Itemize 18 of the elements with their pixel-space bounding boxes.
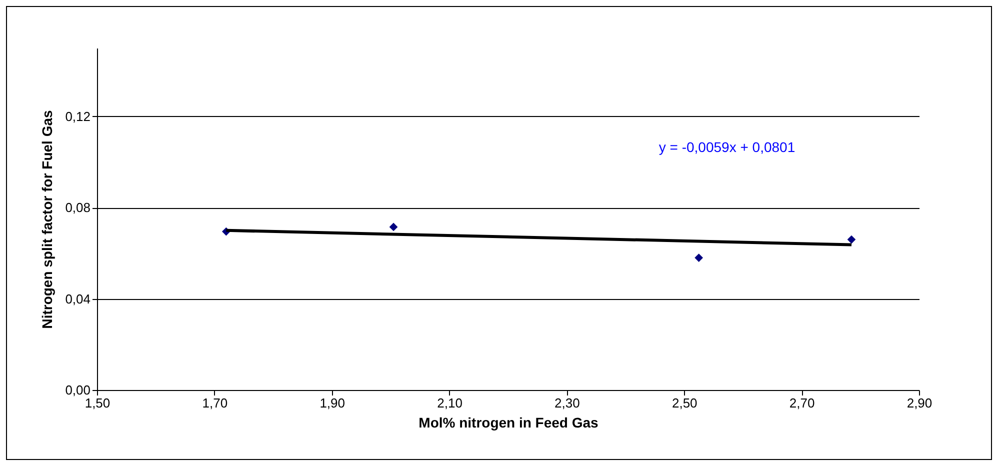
point [847, 235, 856, 244]
y-tick-label: 0,12 [65, 108, 90, 124]
y-tick-label: 0,00 [65, 382, 90, 398]
point [389, 222, 398, 232]
y-axis-title: Nitrogen split factor for Fuel Gas [39, 110, 56, 329]
x-tick-label: 1,90 [320, 396, 346, 410]
y-tick-label: 0,04 [65, 291, 90, 306]
x-tick-label: 2,30 [554, 396, 580, 410]
point [694, 254, 704, 262]
x-tick-label: 2,50 [672, 396, 698, 410]
x-tick-label: 1,70 [202, 396, 228, 410]
x-tick-label: 1,50 [84, 396, 110, 410]
y-tick-label: 0,08 [65, 200, 90, 216]
x-tick-label: 2,70 [789, 396, 815, 410]
x-axis-title: Mol% nitrogen in Feed Gas [418, 414, 599, 430]
x-tick-label: 2,90 [906, 396, 932, 410]
annotation: y = -0,0059x + 0,0801 [658, 139, 796, 155]
x-tick-label: 2,10 [437, 396, 462, 410]
